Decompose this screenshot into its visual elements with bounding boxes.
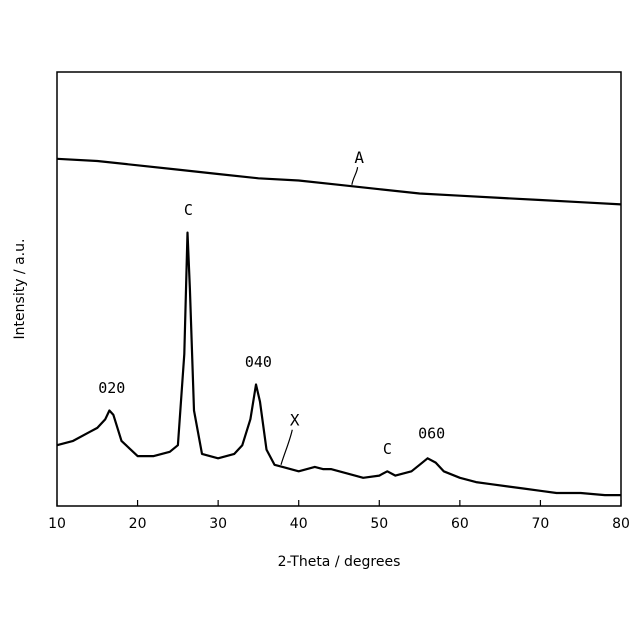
x-tick-label: 40 — [290, 516, 308, 532]
annotation-c: C — [184, 201, 193, 219]
series-line-x — [57, 233, 621, 496]
annotation-060: 060 — [418, 425, 445, 443]
annotation-a: A — [354, 148, 364, 167]
x-tick-label: 10 — [48, 516, 66, 532]
annotation-layer: A X 020 C 040 C 060 — [98, 148, 445, 465]
series-line-a — [57, 159, 621, 205]
annotation-020: 020 — [98, 379, 125, 397]
annotation-040: 040 — [245, 353, 272, 371]
x-tick-label: 60 — [451, 516, 469, 532]
x-tick-label: 20 — [129, 516, 147, 532]
x-tick-label: 50 — [370, 516, 388, 532]
x-tick-label: 30 — [209, 516, 227, 532]
annotation-x: X — [290, 411, 300, 430]
leader-line-x — [281, 430, 292, 465]
plot-frame — [57, 72, 621, 506]
x-tick-label: 70 — [532, 516, 550, 532]
x-axis-ticks: 10 20 30 40 50 60 70 80 — [48, 500, 630, 532]
y-axis-label: Intensity / a.u. — [12, 239, 28, 340]
x-axis-label: 2-Theta / degrees — [278, 554, 401, 570]
annotation-c: C — [383, 440, 392, 458]
leader-line-a — [352, 167, 358, 185]
x-tick-label: 80 — [612, 516, 630, 532]
series-layer — [57, 159, 621, 495]
